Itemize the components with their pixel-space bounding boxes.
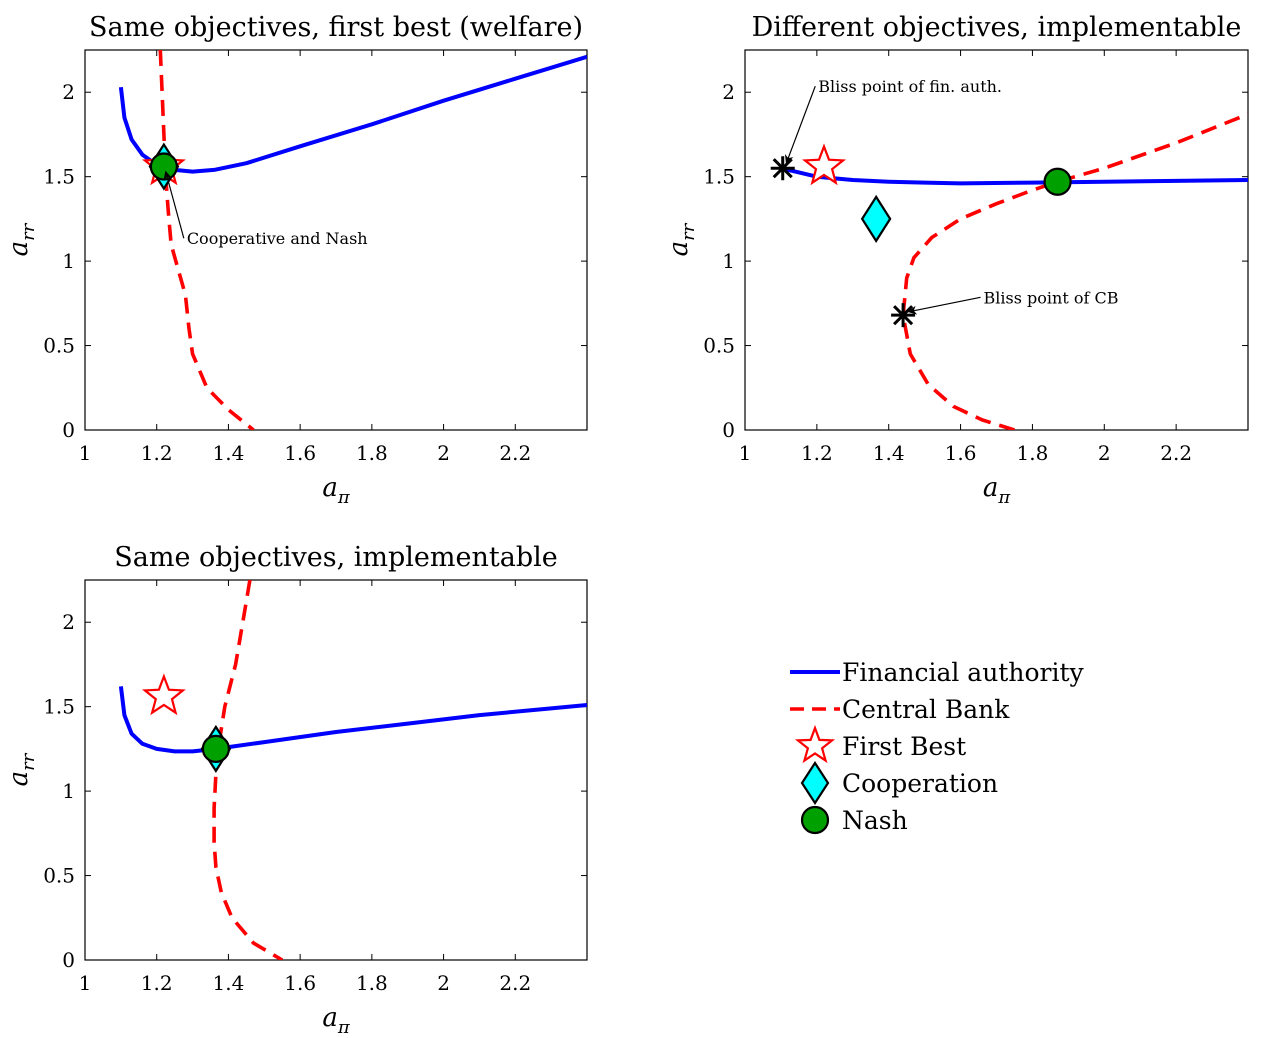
x-tick-label: 1 xyxy=(739,441,752,465)
chart-title: Different objectives, implementable xyxy=(752,12,1242,43)
first-best-marker xyxy=(141,673,186,716)
y-tick-label: 0 xyxy=(722,418,735,442)
legend-item: Nash xyxy=(800,805,908,835)
y-tick-label: 1 xyxy=(62,779,75,803)
legend: Financial authority Central Bank First Bes… xyxy=(790,658,1084,835)
y-axis-label-subscript: rr xyxy=(678,222,699,241)
legend-label: First Best xyxy=(842,732,966,761)
x-tick-label: 2.2 xyxy=(499,971,531,995)
x-tick-label: 1.2 xyxy=(801,441,833,465)
x-tick-label: 2 xyxy=(437,441,450,465)
first-best-marker xyxy=(802,143,847,186)
chart-title: Same objectives, first best (welfare) xyxy=(89,12,583,43)
legend-swatch-diamond xyxy=(800,760,830,806)
legend-label: Central Bank xyxy=(842,695,1010,724)
x-tick-label: 2 xyxy=(437,971,450,995)
legend-swatch-circle xyxy=(800,805,830,835)
nash-marker xyxy=(1043,167,1072,196)
y-tick-label: 0.5 xyxy=(43,864,75,888)
y-axis-label-base: a xyxy=(4,771,34,787)
annotation-arrow xyxy=(784,86,816,164)
x-tick-label: 1.8 xyxy=(356,441,388,465)
legend-swatch-star xyxy=(794,724,836,764)
x-axis-label: aπ xyxy=(322,473,351,508)
x-axis-label-subscript: π xyxy=(997,487,1011,508)
chart-panel-2: 1 1.2 1.4 1.6 1.8 2 2.2 0 0.5 1 1.5 2 Different obje… xyxy=(664,12,1249,508)
central-bank-line xyxy=(901,112,1248,430)
x-tick-label: 1.4 xyxy=(213,971,245,995)
y-tick-label: 1 xyxy=(722,249,735,273)
x-tick-label: 1 xyxy=(79,441,92,465)
x-axis-label: aπ xyxy=(322,1003,351,1038)
legend-label: Nash xyxy=(842,806,908,835)
x-axis-label-subscript: π xyxy=(337,487,351,508)
x-tick-label: 1.8 xyxy=(1017,441,1049,465)
x-axis-label: aπ xyxy=(983,473,1012,508)
central-bank-line xyxy=(212,580,284,960)
nash-marker xyxy=(149,152,178,181)
y-tick-label: 1 xyxy=(62,249,75,273)
x-tick-label: 1.2 xyxy=(141,971,173,995)
annotation-arrow xyxy=(163,170,185,239)
central-bank-line xyxy=(158,50,255,430)
nash-marker xyxy=(201,734,230,763)
x-tick-label: 2.2 xyxy=(499,441,531,465)
y-axis-label: arr xyxy=(4,752,39,786)
y-tick-label: 2 xyxy=(722,80,735,104)
annotation-arrow xyxy=(907,296,981,315)
y-axis-label-base: a xyxy=(664,241,694,257)
y-axis-label: arr xyxy=(4,222,39,256)
bliss-point-marker xyxy=(770,156,795,181)
y-tick-label: 2 xyxy=(62,610,75,634)
y-axis-label-subscript: rr xyxy=(18,752,39,771)
y-tick-label: 0 xyxy=(62,948,75,972)
bliss-point-marker xyxy=(891,303,916,328)
x-tick-label: 2.2 xyxy=(1160,441,1192,465)
legend-item: Financial authority xyxy=(790,658,1084,687)
x-tick-label: 2 xyxy=(1098,441,1111,465)
y-tick-label: 1.5 xyxy=(43,165,75,189)
chart-title: Same objectives, implementable xyxy=(114,542,557,573)
y-tick-label: 2 xyxy=(62,80,75,104)
financial-authority-line xyxy=(118,54,587,174)
chart-panel-1: 1 1.2 1.4 1.6 1.8 2 2.2 0 0.5 1 1.5 2 Same objective… xyxy=(4,12,588,508)
x-axis-label-base: a xyxy=(983,473,999,503)
annotation-text: Bliss point of fin. auth. xyxy=(818,77,1002,96)
legend-label: Financial authority xyxy=(842,658,1084,687)
plot-area xyxy=(84,49,588,431)
y-tick-label: 0.5 xyxy=(703,334,735,358)
chart-panel-3: 1 1.2 1.4 1.6 1.8 2 2.2 0 0.5 1 1.5 2 Same objective… xyxy=(4,542,588,1038)
x-axis-label-subscript: π xyxy=(337,1017,351,1038)
x-tick-label: 1.8 xyxy=(356,971,388,995)
x-axis-label-base: a xyxy=(322,473,338,503)
x-tick-label: 1.4 xyxy=(873,441,905,465)
x-tick-label: 1 xyxy=(79,971,92,995)
y-axis-label-subscript: rr xyxy=(18,222,39,241)
cooperation-marker xyxy=(860,194,892,243)
x-axis-label-base: a xyxy=(322,1003,338,1033)
x-tick-label: 1.4 xyxy=(213,441,245,465)
x-tick-label: 1.6 xyxy=(945,441,977,465)
y-tick-label: 1.5 xyxy=(703,165,735,189)
legend-label: Cooperation xyxy=(842,769,998,798)
y-tick-label: 1.5 xyxy=(43,695,75,719)
y-tick-label: 0 xyxy=(62,418,75,442)
annotation-text: Bliss point of CB xyxy=(984,288,1119,307)
x-tick-label: 1.2 xyxy=(141,441,173,465)
legend-item: Cooperation xyxy=(800,760,998,806)
plot-area xyxy=(744,49,1249,431)
annotation-text: Cooperative and Nash xyxy=(187,229,368,248)
y-axis-label-base: a xyxy=(4,241,34,257)
plot-area xyxy=(84,579,588,961)
series-group xyxy=(118,50,587,430)
legend-item: Central Bank xyxy=(790,695,1010,724)
y-tick-label: 0.5 xyxy=(43,334,75,358)
x-tick-label: 1.6 xyxy=(284,971,316,995)
y-axis-label: arr xyxy=(664,222,699,256)
legend-item: First Best xyxy=(794,724,966,764)
x-tick-label: 1.6 xyxy=(284,441,316,465)
